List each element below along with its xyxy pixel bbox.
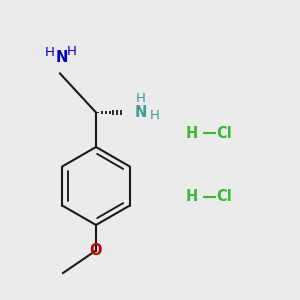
Text: H: H (186, 189, 198, 204)
Text: H: H (136, 92, 146, 106)
Text: N: N (55, 50, 68, 64)
Text: H: H (150, 109, 159, 122)
Text: H: H (67, 45, 76, 58)
Text: Cl: Cl (216, 189, 232, 204)
Text: O: O (90, 243, 102, 258)
Text: Cl: Cl (216, 126, 232, 141)
Text: N: N (135, 105, 147, 120)
Text: H: H (45, 46, 54, 59)
Text: H: H (186, 126, 198, 141)
